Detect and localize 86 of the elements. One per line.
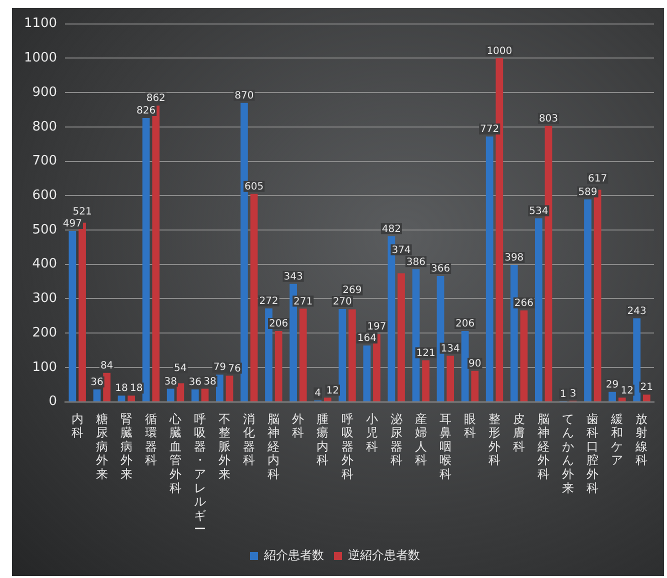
x-tick-label: 緩和ケア: [610, 412, 624, 468]
data-label: 54: [174, 362, 187, 374]
data-label: 1000: [486, 46, 512, 57]
x-tick-label: 糖尿病外来: [96, 412, 108, 482]
data-label: 206: [269, 318, 288, 330]
x-tick-label: 内科: [71, 412, 84, 440]
x-tick-label: 消化器科: [243, 412, 256, 468]
y-tick-label: 200: [32, 325, 58, 340]
x-tick-label: 小児科: [366, 412, 378, 454]
data-label: 36: [90, 377, 104, 388]
data-label: 772: [480, 124, 500, 136]
data-label: 197: [367, 322, 386, 333]
legend-label: 紹介患者数: [263, 548, 324, 562]
x-tick-label: てんかん外来: [562, 412, 574, 495]
y-tick-label: 400: [32, 256, 58, 272]
data-label: 366: [430, 264, 450, 275]
x-tick-label: 脳神経内科: [266, 412, 280, 482]
data-label: 803: [538, 113, 558, 124]
data-label: 482: [382, 224, 401, 235]
x-tick-label: 産婦人科: [414, 412, 427, 468]
data-label: 12: [620, 385, 634, 396]
legend-label: 逆紹介患者数: [348, 548, 420, 562]
data-label: 18: [115, 383, 128, 394]
data-label: 272: [259, 296, 278, 307]
x-tick-label: 整形外科: [488, 412, 500, 468]
data-label: 38: [204, 376, 216, 388]
data-label: 243: [627, 306, 646, 317]
category-label: 呼吸器・アレルギー: [194, 412, 206, 536]
data-label: 386: [406, 256, 426, 268]
x-tick-label: 泌尿器科: [390, 412, 402, 468]
data-label: 826: [136, 106, 156, 117]
x-tick-label: 不整脈外来: [218, 412, 231, 482]
data-label: 343: [284, 272, 303, 283]
y-tick-label: 900: [32, 84, 58, 100]
data-label: 270: [332, 296, 352, 308]
x-tick-label: 放射線科: [634, 412, 648, 468]
y-tick-label: 600: [32, 188, 58, 203]
data-label: 4: [314, 388, 322, 400]
x-tick-label: 呼吸器外科: [341, 412, 354, 482]
data-label: 29: [606, 379, 619, 390]
data-label: 12: [326, 385, 340, 396]
y-tick-label: 1100: [24, 16, 58, 32]
data-label: 164: [357, 333, 376, 344]
data-label: 134: [440, 343, 460, 354]
y-tick-label: 700: [32, 154, 58, 169]
x-tick-label: 脳神経外科: [536, 412, 550, 482]
y-tick-label: 0: [48, 394, 58, 410]
data-label: 534: [529, 206, 548, 217]
x-tick-label: 眼科: [464, 412, 476, 440]
x-tick-label: 外科: [292, 412, 304, 440]
data-label: 84: [100, 360, 114, 372]
data-label: 76: [228, 363, 241, 374]
x-tick-label: 耳鼻咽喉科: [439, 412, 452, 482]
data-label: 605: [244, 181, 264, 192]
data-label: 1: [560, 389, 566, 400]
y-tick-label: 1000: [24, 50, 58, 66]
data-label: 21: [640, 382, 654, 394]
x-tick-label: 心臓血管外科: [168, 412, 182, 495]
data-label: 18: [130, 383, 143, 394]
y-tick-label: 500: [32, 222, 58, 238]
y-tick-label: 100: [32, 360, 58, 375]
x-tick-label: 腫瘍内科: [316, 412, 329, 468]
data-label: 90: [468, 358, 482, 370]
data-label: 36: [188, 377, 202, 388]
data-label: 589: [578, 186, 598, 198]
data-label: 374: [392, 244, 411, 256]
data-label: 3: [570, 388, 576, 400]
data-label: 269: [342, 284, 362, 296]
data-label: 271: [294, 296, 313, 308]
data-label: 497: [62, 218, 82, 230]
x-tick-label: 循環器科: [144, 412, 157, 468]
data-label: 521: [72, 206, 92, 218]
data-label: 398: [504, 252, 524, 264]
x-tick-label: 皮膚科: [513, 412, 526, 454]
data-label: 266: [514, 298, 534, 309]
data-label: 38: [164, 376, 177, 388]
x-tick-label: 歯科口腔外科: [586, 412, 599, 495]
y-tick-label: 300: [32, 291, 58, 306]
data-label: 862: [146, 93, 166, 104]
x-tick-label: 腎臓病外来: [120, 412, 132, 482]
data-label: 79: [213, 362, 226, 374]
data-label: 870: [234, 90, 254, 102]
data-label: 617: [588, 173, 608, 184]
data-label: 206: [456, 318, 475, 330]
y-tick-label: 800: [32, 119, 58, 134]
data-label: 121: [416, 348, 436, 359]
